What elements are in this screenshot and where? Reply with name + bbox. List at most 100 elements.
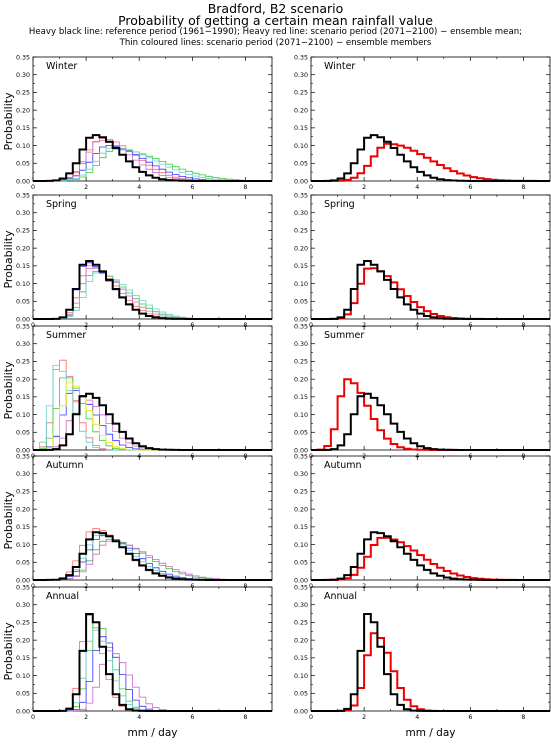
y-tick-label: 0.15: [16, 524, 30, 531]
y-tick-label: 0.10: [294, 542, 308, 549]
panel-spring-mean: 0.000.050.100.150.200.250.300.350 2 4 6 8Spr…: [294, 192, 551, 329]
reference-series-line: [311, 260, 550, 320]
plot-frame: [32, 194, 273, 320]
panel-annual-mean: 0.000.050.100.150.200.250.300.350 2 4 6 8Ann…: [294, 584, 551, 721]
y-tick-label: 0.05: [16, 560, 30, 567]
member-series-line: [33, 615, 272, 712]
y-tick-label: 0.35: [16, 192, 30, 199]
x-tick-label: 8: [521, 184, 525, 191]
y-tick-label: 0.10: [294, 673, 308, 680]
season-label: Winter: [324, 61, 355, 72]
y-tick-label: 0.30: [16, 341, 30, 348]
season-label: Winter: [46, 61, 77, 72]
y-tick-label: 0.30: [294, 341, 308, 348]
member-series-line: [33, 267, 272, 320]
y-tick-label: 0.00: [16, 178, 30, 185]
panel-autumn-mean: 0.000.050.100.150.200.250.300.350 2 4 6 8Aut…: [294, 453, 551, 590]
panel-summer-members: 0.000.050.100.150.200.250.300.3502468Sum…: [2, 323, 273, 460]
x-axis-label: mm / day: [406, 727, 456, 739]
y-axis-label: Probability: [2, 491, 15, 550]
x-tick-label: 0: [309, 583, 313, 590]
y-tick-label: 0.00: [16, 316, 30, 323]
x-tick-label: 2: [84, 184, 88, 191]
y-tick-label: 0.30: [294, 72, 308, 79]
y-tick-label: 0.35: [16, 54, 30, 61]
y-tick-label: 0.10: [16, 412, 30, 419]
x-tick-label: 0: [31, 322, 35, 329]
x-tick-label: 2: [84, 322, 88, 329]
reference-series-line: [33, 260, 272, 320]
y-tick-label: 0.05: [294, 560, 308, 567]
x-tick-label: 4: [415, 583, 419, 590]
y-tick-label: 0.10: [16, 542, 30, 549]
x-tick-label: 6: [190, 583, 194, 590]
y-tick-label: 0.35: [294, 453, 308, 460]
y-tick-label: 0.30: [294, 471, 308, 478]
y-tick-label: 0.30: [294, 210, 308, 217]
x-tick-label: 4: [137, 184, 141, 191]
season-label: Spring: [46, 199, 77, 210]
reference-series-line: [33, 531, 272, 581]
y-tick-label: 0.05: [294, 430, 308, 437]
y-tick-label: 0.20: [294, 376, 308, 383]
y-tick-label: 0.10: [294, 143, 308, 150]
y-tick-label: 0.25: [294, 620, 308, 627]
plot-frame: [32, 586, 273, 712]
y-tick-label: 0.05: [16, 299, 30, 306]
y-tick-label: 0.05: [16, 161, 30, 168]
y-tick-label: 0.00: [16, 577, 30, 584]
y-tick-label: 0.25: [16, 90, 30, 97]
x-tick-label: 6: [468, 714, 472, 721]
y-tick-label: 0.00: [16, 708, 30, 715]
panel-spring-members: 0.000.050.100.150.200.250.300.350 2 4 6 8Spr…: [2, 192, 273, 329]
panel-winter-mean: 0.00 0.05 0.10 0.15 0.20 0.25 0.30 0.35 0 2 4 6 8 Win…: [294, 54, 551, 191]
x-tick-label: 2: [84, 583, 88, 590]
x-tick-label: 4: [415, 322, 419, 329]
member-series-line: [33, 396, 272, 451]
y-tick-label: 0.20: [16, 376, 30, 383]
y-tick-label: 0.15: [16, 394, 30, 401]
x-tick-label: 4: [415, 184, 419, 191]
y-tick-label: 0.10: [294, 412, 308, 419]
y-tick-label: 0.30: [294, 602, 308, 609]
y-tick-label: 0.25: [16, 620, 30, 627]
y-tick-label: 0.05: [294, 299, 308, 306]
member-series-line: [32, 377, 272, 451]
y-tick-label: 0.15: [294, 263, 308, 270]
scenario-mean-series-line: [311, 632, 550, 712]
y-tick-label: 0.20: [294, 245, 308, 252]
reference-series-line: [311, 392, 550, 451]
y-tick-label: 0.35: [294, 192, 308, 199]
y-axis-label: Probability: [2, 92, 15, 151]
reference-series-line: [33, 134, 272, 182]
panel-annual-members: 0.000.050.100.150.200.250.300.350 2 4 6 8Ann…: [2, 584, 273, 721]
x-tick-label: 6: [468, 322, 472, 329]
y-tick-label: 0.35: [16, 453, 30, 460]
x-tick-label: 2: [362, 714, 366, 721]
plot-frame: [310, 586, 551, 712]
y-tick-label: 0.35: [294, 54, 308, 61]
member-series-line: [33, 622, 272, 712]
reference-series-line: [311, 134, 550, 182]
x-tick-label: 6: [468, 583, 472, 590]
season-label: Annual: [324, 591, 357, 602]
y-tick-label: 0.15: [16, 263, 30, 270]
y-tick-label: 0.35: [16, 584, 30, 591]
reference-series-line: [311, 613, 550, 712]
y-tick-label: 0.20: [16, 506, 30, 513]
x-tick-label: 0: [309, 184, 313, 191]
y-tick-label: 0.20: [294, 107, 308, 114]
y-tick-label: 0.00: [294, 316, 308, 323]
member-series-line: [33, 636, 272, 712]
x-tick-label: 6: [190, 184, 194, 191]
y-tick-label: 0.15: [294, 524, 308, 531]
x-tick-label: 0: [309, 322, 313, 329]
season-label: Summer: [46, 330, 86, 341]
y-tick-label: 0.25: [294, 228, 308, 235]
member-series-line: [33, 390, 272, 451]
y-tick-label: 0.00: [294, 178, 308, 185]
y-tick-label: 0.30: [16, 72, 30, 79]
y-tick-label: 0.20: [294, 637, 308, 644]
y-tick-label: 0.35: [16, 323, 30, 330]
x-tick-label: 8: [521, 583, 525, 590]
